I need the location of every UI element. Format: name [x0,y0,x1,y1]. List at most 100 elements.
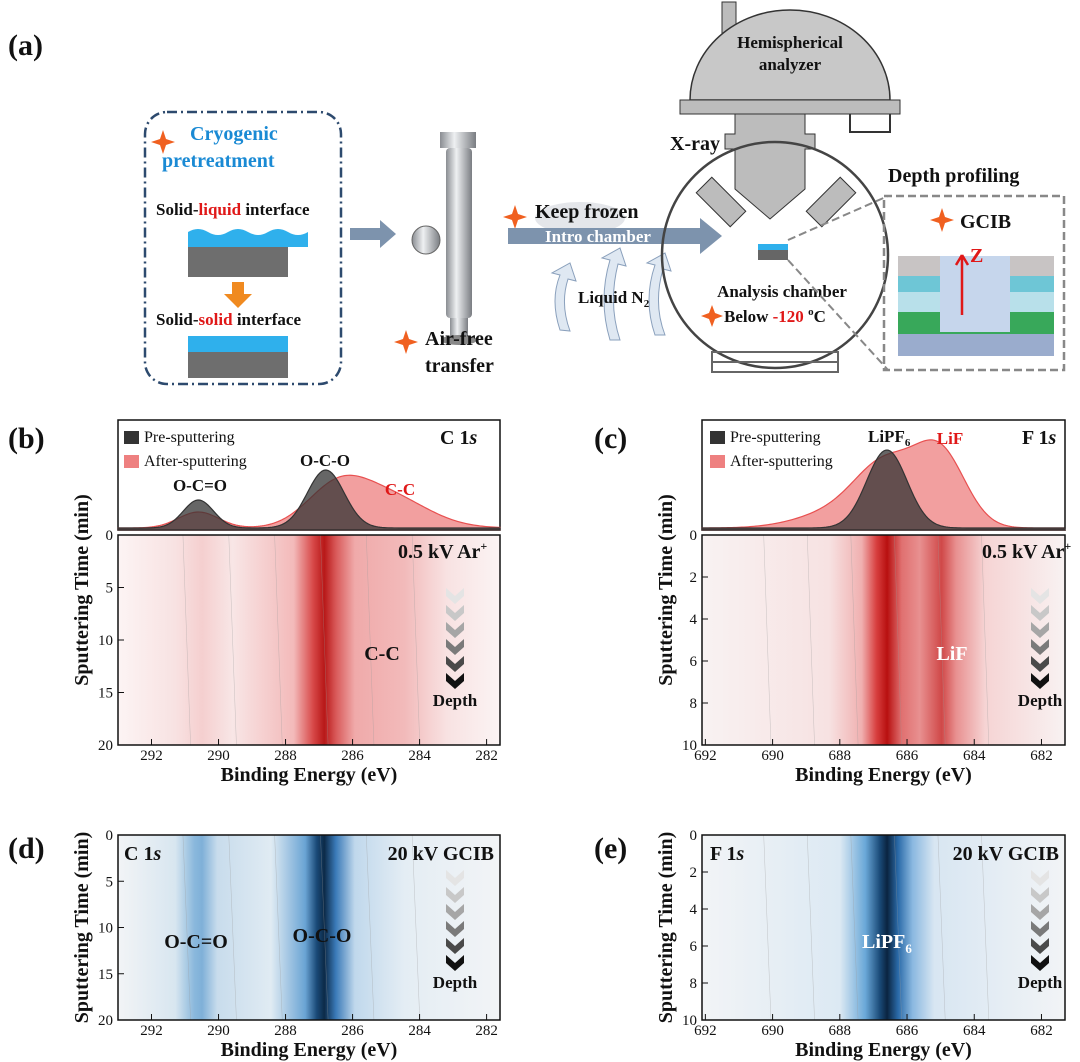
x-tick-label: 684 [963,748,986,764]
y-tick-label: 10 [98,633,113,649]
text-part: s [1047,427,1056,449]
x-tick-label: 692 [694,748,717,764]
text-part: liquid [199,200,242,219]
solid-liquid-label: Solid-liquid interface [156,200,310,219]
y-tick-label: 15 [98,967,113,983]
y-tick-label: 0 [106,828,114,844]
layer [898,334,1054,356]
text-part: C 1 [124,843,153,865]
x-tick-label: 682 [1030,1023,1053,1039]
text-part: Below [724,307,773,326]
depth-chevron [446,622,464,638]
depth-chevron [1031,639,1049,655]
x-tick-label: 290 [207,748,230,764]
contour-line [981,534,990,746]
contour-line [850,834,859,1021]
depth-chevron [1031,955,1049,971]
panel-label: (a) [8,29,43,62]
x-tick-label: 682 [1030,748,1053,764]
sample-substrate [758,250,788,260]
text-part: + [1064,539,1071,553]
pretreatment-box [143,110,343,386]
depth-chevron [446,887,464,903]
text-part: C 1 [440,427,469,449]
analysis-chamber-label: Analysis chamber [717,282,847,301]
x-tick-label: 688 [829,748,852,764]
substrate [188,247,288,277]
element-label: F 1s [1022,427,1056,449]
vessel-stem [450,318,468,336]
x-tick-label: 288 [274,748,297,764]
y-tick-label: 0 [690,528,698,544]
contour-line [320,534,329,746]
analyzer-leg [849,114,891,133]
contour-line [937,534,946,746]
text-part: Liquid N [578,288,644,307]
y-axis-label: Sputtering Time (min) [71,832,93,1024]
contour-line [894,534,902,746]
contour-line [981,834,990,1021]
intro-chamber-arrow [508,218,722,254]
text-part: -120 [773,307,804,326]
y-tick-label: 20 [98,1013,113,1029]
analyzer-label: analyzer [759,55,822,74]
legend-swatch [710,455,725,468]
contour-line [850,534,859,746]
text-part: interface [233,310,302,329]
y-tick-label: 20 [98,738,113,754]
y-tick-label: 0 [690,828,698,844]
crater [940,256,1010,332]
liquid-n2-arrows [550,247,672,341]
depth-chevron [446,588,464,604]
depth-chevron [446,673,464,689]
text-part: 0.5 kV Ar [982,541,1065,563]
spectrum-area [701,449,1066,531]
depth-chevron [1031,605,1049,621]
y-tick-label: 8 [690,976,698,992]
panel-label: (b) [8,422,45,455]
text-part: 0.5 kV Ar [398,541,481,563]
panel-label: (e) [594,832,627,865]
contour-line [274,834,283,1021]
solid-layer [188,336,288,352]
depth-chevron [446,938,464,954]
depth-chevron [446,639,464,655]
legend-swatch [124,431,139,444]
star-icon [930,208,954,232]
text-part: Solid- [156,200,199,219]
x-axis-label: Binding Energy (eV) [221,764,398,786]
contour-line [182,534,191,746]
depth-label: Depth [1018,691,1063,710]
depth-chevron [446,870,464,886]
gcib-label: GCIB [960,211,1011,233]
y-axis-label: Sputtering Time (min) [655,832,677,1024]
x-tick-label: 692 [694,1023,717,1039]
heatmap [702,835,1065,1020]
star-icon [151,130,175,154]
xray-source [695,176,747,228]
contour-line [411,834,421,1021]
depth-chevron [446,605,464,621]
transfer-label: Air-free [425,328,493,350]
contour-line [274,534,283,746]
y-tick-label: 0 [106,528,114,544]
y-tick-label: 6 [690,939,698,955]
substrate [188,352,288,378]
depth-chevron [1031,887,1049,903]
x-tick-label: 290 [207,1023,230,1039]
contour-line [937,834,946,1021]
map-label: O-C-O [293,925,352,947]
contour-line [763,834,772,1021]
text-part: LiPF [862,931,905,953]
heatmap [118,535,500,745]
plot-frame [701,834,1066,1021]
panel-label: (c) [594,422,627,455]
heatmap [118,835,500,1020]
panel-label: (d) [8,832,45,865]
text-part: solid [199,310,234,329]
pretreatment-title: Cryogenic [190,123,278,145]
y-tick-label: 10 [682,1013,697,1029]
analyzer-label: Hemispherical [737,33,843,52]
zoom-box [882,194,1066,372]
